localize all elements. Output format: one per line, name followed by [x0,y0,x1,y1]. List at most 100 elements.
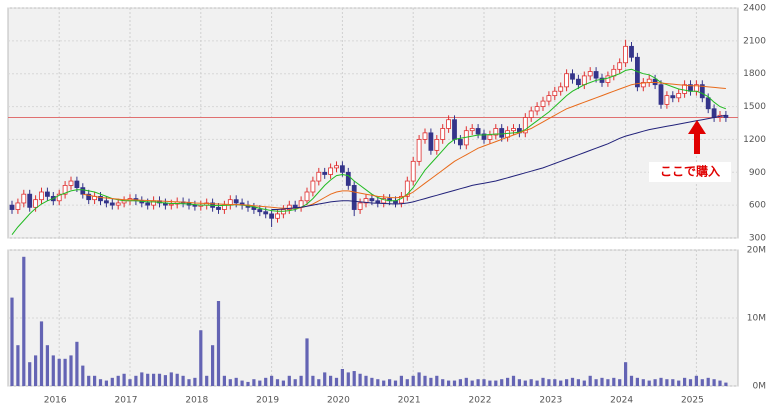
volume-bar [500,379,504,386]
candle-body [363,198,369,204]
candle-body [381,198,387,204]
candle-body [339,165,345,173]
volume-bar [724,382,728,386]
y-tick-label: 300 [749,234,766,244]
volume-bar [293,379,297,386]
volume-bar [529,379,533,386]
volume-bar [482,379,486,386]
volume-bar [169,372,173,386]
candle-body [446,119,452,129]
volume-bar [163,375,167,386]
volume-bar [641,379,645,386]
volume-bar [270,375,274,386]
candle-body [9,204,15,210]
volume-bar [458,379,462,386]
candle-body [528,110,534,118]
candle-body [564,73,569,88]
candle-body [416,139,422,162]
volume-bar [600,377,604,386]
moving-average [11,68,727,236]
volume-bar [470,380,474,386]
candle-body [546,95,552,102]
marks [8,39,738,386]
volume-bar [452,380,457,386]
candle-body [452,119,457,140]
candle-body [27,193,33,208]
candle-body [56,193,62,202]
volume-bar [187,379,191,386]
candle-body [292,204,298,208]
volume-bar [677,380,681,386]
candle-body [617,62,623,70]
volume-bar [93,375,97,386]
volume-bar [98,379,103,386]
volume-bar [39,321,44,386]
volume-bar [193,377,197,386]
y-tick-label: 900 [749,168,766,178]
volume-bar [51,355,55,386]
volume-bar [311,375,315,386]
candle-body [192,204,198,207]
annotation-bg [649,162,731,182]
volume-bar [588,375,592,386]
candle-body [576,78,581,86]
candle-body [369,198,375,202]
candle-body [623,45,628,64]
annotation: ここで購入 [660,164,720,179]
candle-body [670,95,676,99]
volume-bar [594,379,598,386]
volume-bar [281,380,285,386]
volume-bar [104,380,108,386]
candle-body [404,180,410,197]
candle-body [251,206,257,210]
volume-bar [199,330,203,386]
candle-body [328,167,334,175]
candle-body [422,132,428,140]
volume-bar [382,380,386,386]
volume-bar [352,371,356,386]
candle-body [570,73,575,80]
x-tick-label: 2018 [185,396,208,406]
volume-bar [476,379,480,386]
volume-bar [305,338,309,386]
volume-bar [559,380,563,386]
volume-bar [423,375,427,386]
volume-bar [299,375,303,386]
volume-bar [706,377,710,386]
x-tick-label: 2023 [539,396,562,406]
volume-bar [287,375,291,386]
candle-body [587,71,593,77]
volume-bar [152,373,156,386]
candle-body [558,86,564,92]
volume-bar [205,375,209,386]
x-tick-label: 2016 [44,396,67,406]
volume-bar [565,379,569,386]
y-tick-label: 10M [747,314,766,324]
volume-bar [671,379,675,386]
volume-bar [612,377,616,386]
candle-body [652,78,658,86]
candle-body [310,180,316,193]
candle-body [280,209,286,215]
volume-bar [683,377,687,386]
volume-bar [517,379,521,386]
volume-bar [370,377,374,386]
volume-bar [464,377,468,386]
annotation-arrow [688,120,706,154]
moving-average [271,114,726,210]
candle-body [646,78,652,83]
volume-bar [122,373,126,386]
volume-bar [629,375,634,386]
volume-bar [216,301,221,386]
volume-bar [447,380,451,386]
volume-bar [146,373,150,386]
candle-body [375,200,381,204]
candle-body [581,75,587,86]
y-tick-label: 2400 [743,4,766,14]
volume-bar [364,375,368,386]
volume-bar [175,373,179,386]
candle-body [334,165,339,169]
candle-body [45,191,50,197]
candle-body [640,82,646,88]
volume-bar [647,380,651,386]
